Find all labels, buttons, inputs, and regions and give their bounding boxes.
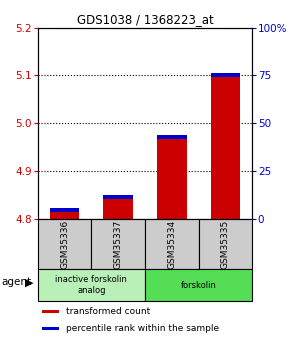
- Bar: [38, 219, 91, 269]
- Bar: [157, 135, 186, 139]
- Bar: [157, 135, 186, 219]
- Bar: [38, 269, 145, 300]
- Bar: [145, 269, 252, 300]
- Bar: [199, 219, 252, 269]
- Bar: [50, 208, 79, 219]
- Bar: [104, 195, 133, 199]
- Text: transformed count: transformed count: [66, 307, 150, 316]
- Text: forskolin: forskolin: [181, 280, 217, 289]
- Bar: [145, 219, 199, 269]
- Text: ▶: ▶: [25, 277, 33, 287]
- Text: GSM35335: GSM35335: [221, 219, 230, 269]
- Text: agent: agent: [1, 277, 32, 287]
- Bar: [50, 208, 79, 212]
- Text: inactive forskolin
analog: inactive forskolin analog: [55, 275, 127, 295]
- Text: GSM35334: GSM35334: [167, 219, 176, 269]
- Bar: [91, 219, 145, 269]
- Bar: [211, 73, 240, 77]
- Text: GSM35336: GSM35336: [60, 219, 69, 269]
- Title: GDS1038 / 1368223_at: GDS1038 / 1368223_at: [77, 13, 213, 27]
- Bar: [211, 73, 240, 219]
- Bar: [104, 195, 133, 219]
- Bar: [42, 327, 59, 330]
- Text: percentile rank within the sample: percentile rank within the sample: [66, 324, 219, 333]
- Text: GSM35337: GSM35337: [114, 219, 123, 269]
- Bar: [42, 309, 59, 313]
